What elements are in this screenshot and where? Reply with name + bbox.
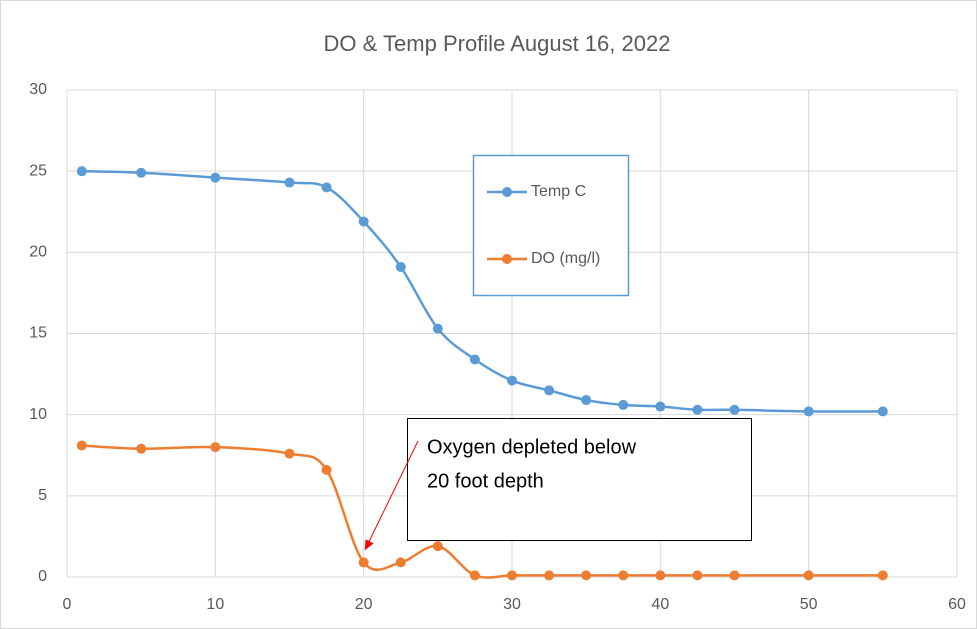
data-point — [655, 570, 666, 581]
data-point — [581, 570, 592, 581]
legend-box — [472, 154, 630, 297]
data-point — [469, 570, 480, 581]
series-line — [81, 169, 883, 413]
data-point — [284, 448, 295, 459]
data-point — [692, 570, 703, 581]
x-tick-label: 20 — [355, 596, 373, 613]
data-point — [432, 541, 443, 552]
annotation-box — [407, 418, 752, 541]
legend-label: Temp C — [531, 183, 586, 200]
x-tick-label: 0 — [63, 596, 72, 613]
data-point — [395, 261, 406, 272]
y-tick-label: 20 — [29, 244, 47, 261]
data-point — [284, 177, 295, 188]
data-point — [544, 385, 555, 396]
series-line — [81, 444, 883, 579]
data-point — [877, 570, 888, 581]
data-point — [76, 166, 87, 177]
data-point — [581, 395, 592, 406]
data-point — [136, 167, 147, 178]
data-point — [507, 375, 517, 386]
annotation-text: 20 foot depth — [427, 470, 544, 492]
data-point — [210, 442, 221, 453]
data-point — [321, 182, 332, 193]
data-point — [729, 404, 740, 415]
annotation-arrow — [367, 440, 419, 545]
y-tick-label: 0 — [38, 568, 47, 585]
y-tick-label: 5 — [38, 487, 47, 504]
data-point — [618, 570, 629, 581]
legend-marker — [502, 187, 512, 197]
data-point — [803, 406, 814, 417]
data-point — [76, 440, 87, 451]
data-point — [358, 216, 369, 227]
data-point — [321, 464, 332, 475]
data-point — [803, 570, 814, 581]
data-point — [469, 354, 480, 365]
annotation-text: Oxygen depleted below — [427, 436, 637, 458]
y-tick-label: 30 — [29, 81, 47, 98]
y-tick-label: 10 — [29, 406, 47, 423]
data-point — [136, 443, 147, 454]
data-point — [507, 570, 517, 581]
data-point — [692, 404, 703, 415]
annotation-arrowhead — [364, 539, 374, 551]
data-point — [729, 570, 740, 581]
x-tick-label: 50 — [800, 596, 818, 613]
x-tick-label: 60 — [948, 596, 966, 613]
y-tick-label: 15 — [29, 325, 47, 342]
data-point — [432, 323, 443, 334]
x-tick-label: 30 — [503, 596, 521, 613]
legend-marker — [502, 254, 512, 264]
data-point — [395, 557, 406, 568]
data-point — [877, 406, 888, 417]
x-tick-label: 10 — [206, 596, 224, 613]
data-point — [655, 401, 666, 412]
data-point — [544, 570, 555, 581]
data-point — [210, 172, 221, 183]
data-point — [358, 557, 369, 568]
chart-title: DO & Temp Profile August 16, 2022 — [324, 31, 671, 56]
x-tick-label: 40 — [651, 596, 669, 613]
data-point — [618, 399, 629, 410]
legend-label: DO (mg/l) — [531, 250, 600, 267]
y-tick-label: 25 — [29, 162, 47, 179]
